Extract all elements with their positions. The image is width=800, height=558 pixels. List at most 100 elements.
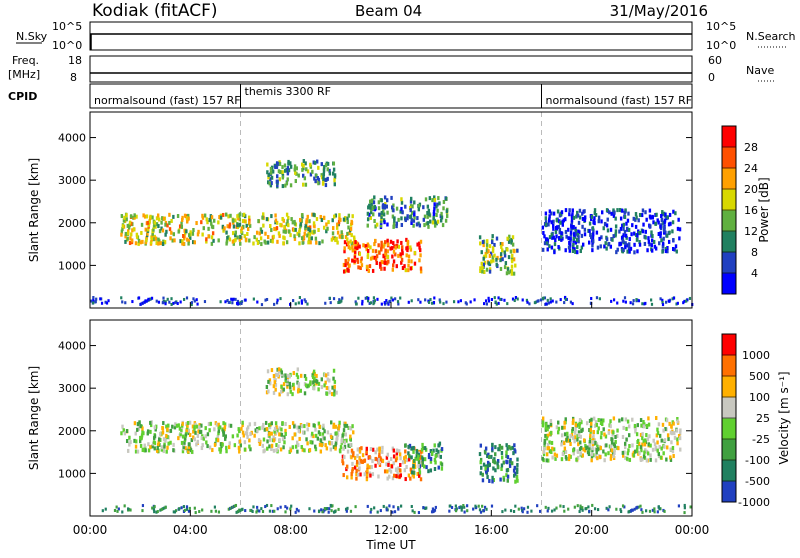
range-gate-cell bbox=[305, 167, 308, 172]
scatter-cell bbox=[584, 507, 587, 511]
range-gate-cell bbox=[322, 168, 326, 173]
range-gate-cell bbox=[307, 231, 310, 236]
range-gate-cell bbox=[670, 440, 673, 445]
range-gate-cell bbox=[418, 466, 421, 471]
range-gate-cell bbox=[242, 224, 245, 229]
range-gate-cell bbox=[494, 452, 497, 457]
scatter-cell bbox=[249, 508, 252, 512]
range-gate-cell bbox=[563, 432, 567, 437]
range-gate-cell bbox=[365, 449, 368, 454]
range-gate-cell bbox=[343, 423, 346, 428]
range-gate-cell bbox=[644, 210, 647, 215]
range-gate-cell bbox=[409, 214, 412, 219]
range-gate-cell bbox=[641, 436, 644, 441]
range-gate-cell bbox=[571, 427, 575, 432]
range-gate-cell bbox=[171, 238, 174, 243]
scatter-cell bbox=[469, 300, 472, 304]
range-gate-cell bbox=[225, 449, 228, 454]
scatter-cell bbox=[671, 297, 674, 301]
range-gate-cell bbox=[202, 226, 205, 231]
range-gate-cell bbox=[547, 458, 550, 463]
range-gate-cell bbox=[413, 261, 417, 266]
range-gate-cell bbox=[344, 235, 348, 240]
range-gate-cell bbox=[261, 425, 265, 430]
range-gate-cell bbox=[309, 172, 313, 177]
range-gate-cell bbox=[563, 446, 567, 451]
scatter-cell bbox=[544, 505, 547, 509]
range-gate-cell bbox=[668, 230, 671, 235]
range-gate-cell bbox=[485, 242, 489, 247]
range-gate-cell bbox=[264, 240, 267, 245]
range-gate-cell bbox=[266, 162, 269, 167]
scatter-cell bbox=[511, 297, 515, 301]
range-gate-cell bbox=[314, 444, 317, 449]
range-gate-cell bbox=[378, 261, 382, 266]
range-gate-cell bbox=[423, 457, 427, 462]
range-gate-cell bbox=[360, 458, 363, 463]
range-gate-cell bbox=[358, 244, 361, 249]
scatter-cell bbox=[232, 297, 235, 301]
range-gate-cell bbox=[272, 384, 276, 389]
range-gate-cell bbox=[301, 162, 304, 167]
scatter-cell bbox=[457, 300, 460, 304]
range-gate-cell bbox=[406, 239, 410, 244]
range-gate-cell bbox=[294, 179, 297, 184]
range-gate-cell bbox=[590, 417, 593, 422]
range-gate-cell bbox=[554, 456, 557, 461]
range-gate-cell bbox=[626, 218, 630, 223]
scatter-cell bbox=[237, 302, 240, 306]
range-gate-cell bbox=[157, 440, 160, 445]
range-gate-cell bbox=[603, 244, 606, 249]
range-gate-cell bbox=[623, 445, 627, 450]
scatter-cell bbox=[479, 510, 483, 514]
range-gate-cell bbox=[642, 420, 645, 425]
range-gate-cell bbox=[215, 422, 219, 427]
range-gate-cell bbox=[150, 420, 153, 425]
range-gate-cell bbox=[592, 228, 595, 233]
range-gate-cell bbox=[576, 455, 580, 460]
range-gate-cell bbox=[335, 225, 339, 230]
range-gate-cell bbox=[589, 232, 592, 237]
scatter-cell bbox=[650, 302, 654, 306]
range-gate-cell bbox=[627, 433, 631, 438]
range-gate-cell bbox=[281, 421, 284, 426]
range-gate-cell bbox=[323, 383, 326, 388]
range-gate-cell bbox=[133, 438, 136, 443]
range-gate-cell bbox=[634, 224, 638, 229]
range-gate-cell bbox=[613, 210, 616, 215]
colorbar-tick-label: 16 bbox=[744, 204, 758, 217]
scatter-cell bbox=[619, 508, 622, 512]
range-gate-cell bbox=[499, 255, 503, 260]
scatter-cell bbox=[425, 506, 428, 510]
range-gate-cell bbox=[296, 449, 299, 454]
range-gate-cell bbox=[506, 478, 509, 483]
scatter-cell bbox=[331, 504, 334, 508]
range-gate-cell bbox=[298, 425, 301, 430]
cpid-panel bbox=[89, 83, 693, 109]
range-gate-cell bbox=[349, 434, 352, 439]
range-gate-cell bbox=[612, 451, 615, 456]
scatter-cell bbox=[240, 302, 243, 306]
range-gate-cell bbox=[315, 159, 319, 164]
range-gate-cell bbox=[573, 435, 577, 440]
range-gate-cell bbox=[406, 214, 409, 219]
range-gate-cell bbox=[206, 432, 210, 437]
range-gate-cell bbox=[389, 239, 393, 244]
scatter-cell bbox=[121, 300, 124, 304]
range-gate-cell bbox=[249, 447, 252, 452]
range-gate-cell bbox=[577, 235, 580, 240]
range-gate-cell bbox=[242, 212, 246, 217]
range-gate-cell bbox=[605, 208, 609, 213]
scatter-cell bbox=[161, 507, 164, 511]
range-gate-cell bbox=[155, 424, 158, 429]
scatter-cell bbox=[399, 296, 402, 300]
range-gate-cell bbox=[541, 456, 544, 461]
range-gate-cell bbox=[635, 432, 639, 437]
scatter-cell bbox=[581, 506, 584, 510]
range-gate-cell bbox=[153, 425, 157, 430]
range-gate-cell bbox=[548, 214, 551, 219]
range-gate-cell bbox=[422, 217, 426, 222]
range-gate-cell bbox=[288, 381, 292, 386]
range-gate-cell bbox=[507, 255, 511, 260]
range-gate-cell bbox=[386, 469, 389, 474]
